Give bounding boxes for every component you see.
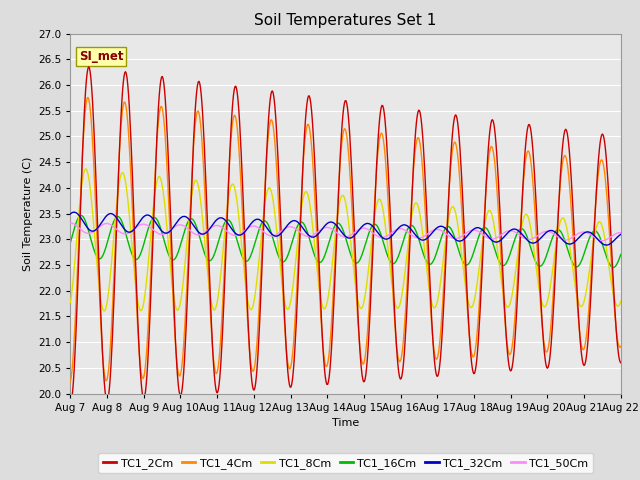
Y-axis label: Soil Temperature (C): Soil Temperature (C)	[22, 156, 33, 271]
X-axis label: Time: Time	[332, 418, 359, 428]
Title: Soil Temperatures Set 1: Soil Temperatures Set 1	[255, 13, 436, 28]
Legend: TC1_2Cm, TC1_4Cm, TC1_8Cm, TC1_16Cm, TC1_32Cm, TC1_50Cm: TC1_2Cm, TC1_4Cm, TC1_8Cm, TC1_16Cm, TC1…	[99, 453, 593, 473]
Text: SI_met: SI_met	[79, 50, 123, 63]
